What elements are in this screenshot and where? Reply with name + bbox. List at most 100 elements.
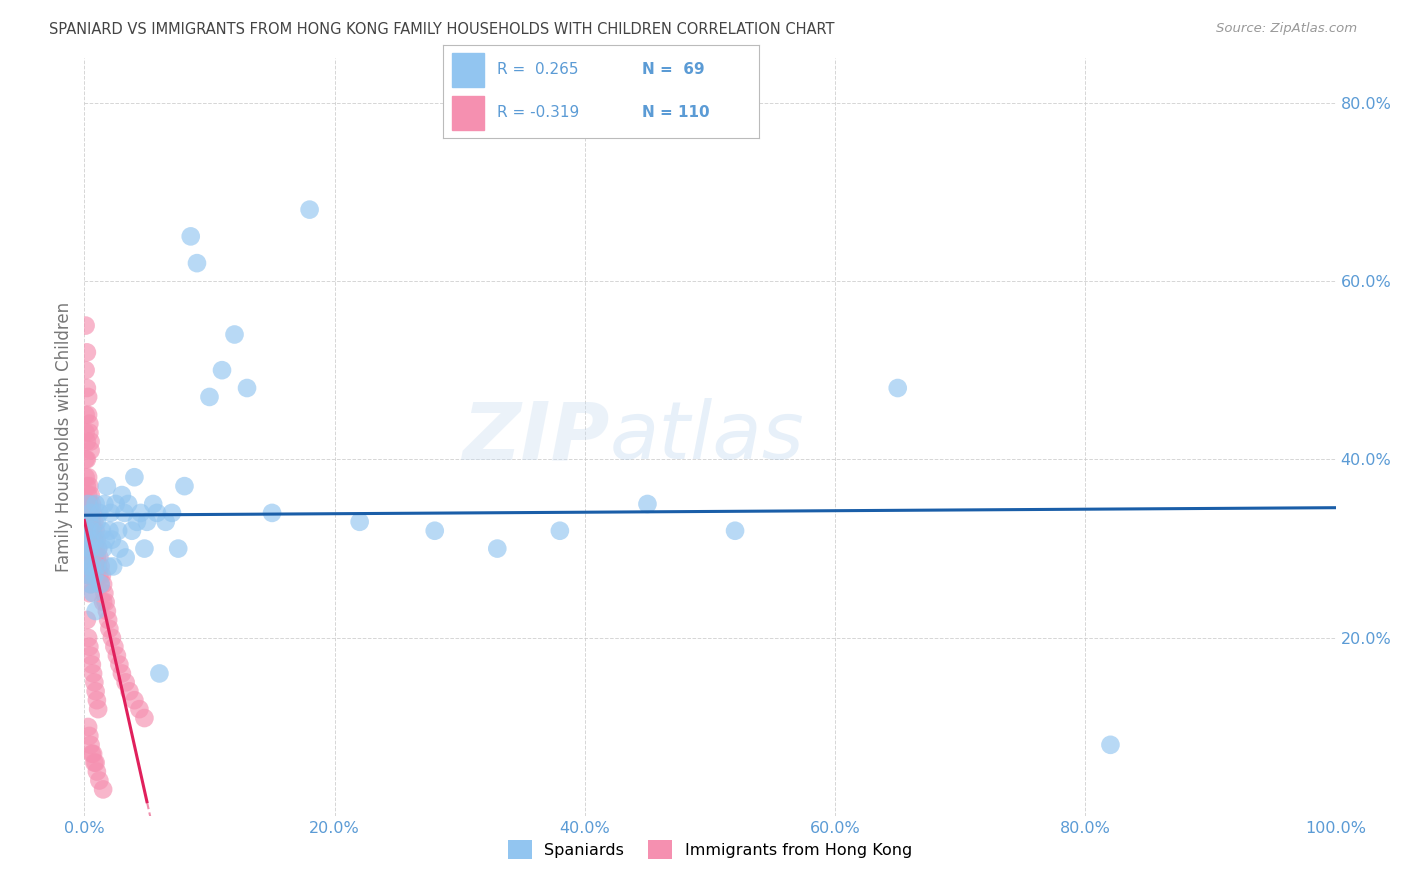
Point xyxy=(79,648,101,663)
Point xyxy=(94,533,117,547)
Point xyxy=(76,452,98,467)
Point xyxy=(79,515,101,529)
Point xyxy=(91,541,114,556)
Point xyxy=(77,390,100,404)
Point xyxy=(134,711,156,725)
Point xyxy=(77,497,100,511)
Point xyxy=(87,541,110,556)
Point xyxy=(79,524,101,538)
Point xyxy=(79,497,101,511)
Point xyxy=(84,756,107,770)
Point xyxy=(236,381,259,395)
Point xyxy=(84,559,107,574)
Point xyxy=(108,541,131,556)
Text: N =  69: N = 69 xyxy=(643,62,704,78)
Text: N = 110: N = 110 xyxy=(643,105,710,120)
Point xyxy=(129,506,152,520)
Text: SPANIARD VS IMMIGRANTS FROM HONG KONG FAMILY HOUSEHOLDS WITH CHILDREN CORRELATIO: SPANIARD VS IMMIGRANTS FROM HONG KONG FA… xyxy=(49,22,835,37)
Point xyxy=(77,541,100,556)
Point xyxy=(167,541,190,556)
Point xyxy=(77,568,100,582)
Point xyxy=(86,515,108,529)
Point xyxy=(111,488,134,502)
Point xyxy=(76,479,98,493)
Point xyxy=(108,657,131,672)
Text: Source: ZipAtlas.com: Source: ZipAtlas.com xyxy=(1216,22,1357,36)
Point xyxy=(79,417,101,431)
Point xyxy=(76,381,98,395)
Point xyxy=(76,559,98,574)
Point xyxy=(77,497,100,511)
Point xyxy=(114,675,136,690)
Point xyxy=(84,524,107,538)
Point xyxy=(79,738,101,752)
Point xyxy=(180,229,202,244)
Text: ZIP: ZIP xyxy=(463,398,610,476)
Point xyxy=(77,524,100,538)
Point xyxy=(101,631,124,645)
Point xyxy=(79,568,101,582)
Point xyxy=(75,425,97,440)
Point xyxy=(83,515,105,529)
Point xyxy=(83,675,105,690)
Point xyxy=(75,452,97,467)
Point xyxy=(486,541,509,556)
Point xyxy=(79,434,101,449)
Point xyxy=(79,425,101,440)
Point xyxy=(82,506,104,520)
Point xyxy=(96,479,118,493)
Point xyxy=(91,782,114,797)
Point xyxy=(82,666,104,681)
Point xyxy=(86,533,108,547)
Point xyxy=(97,559,120,574)
Point xyxy=(77,488,100,502)
Point xyxy=(80,515,103,529)
Point xyxy=(148,666,170,681)
Point xyxy=(423,524,446,538)
Point xyxy=(128,702,150,716)
Point xyxy=(1099,738,1122,752)
Point xyxy=(637,497,659,511)
Point xyxy=(107,524,129,538)
Point xyxy=(79,533,101,547)
Point xyxy=(117,497,139,511)
Point xyxy=(79,586,101,600)
Point xyxy=(80,747,103,761)
Point xyxy=(111,666,134,681)
Point xyxy=(86,550,108,565)
Point xyxy=(87,541,110,556)
Point xyxy=(89,568,111,582)
Point xyxy=(84,604,107,618)
Point xyxy=(82,747,104,761)
Point xyxy=(79,515,101,529)
Point xyxy=(84,497,107,511)
Point xyxy=(89,550,111,565)
Point xyxy=(79,515,101,529)
Point xyxy=(114,550,136,565)
Point xyxy=(198,390,221,404)
Point xyxy=(80,524,103,538)
Point xyxy=(118,684,141,698)
Point xyxy=(79,640,101,654)
Point xyxy=(77,559,100,574)
Point xyxy=(82,524,104,538)
Text: R =  0.265: R = 0.265 xyxy=(496,62,578,78)
Point xyxy=(90,524,112,538)
Point xyxy=(82,559,104,574)
Point xyxy=(93,497,115,511)
Point xyxy=(98,524,121,538)
Point xyxy=(224,327,246,342)
Point xyxy=(94,595,117,609)
Point xyxy=(80,568,103,582)
Point xyxy=(173,479,195,493)
Point xyxy=(186,256,208,270)
Point xyxy=(82,586,104,600)
Point xyxy=(82,541,104,556)
Point xyxy=(77,533,100,547)
Point xyxy=(146,506,169,520)
Text: R = -0.319: R = -0.319 xyxy=(496,105,579,120)
Point xyxy=(76,541,98,556)
Point xyxy=(124,693,146,707)
Point xyxy=(103,640,125,654)
Point xyxy=(90,577,112,591)
